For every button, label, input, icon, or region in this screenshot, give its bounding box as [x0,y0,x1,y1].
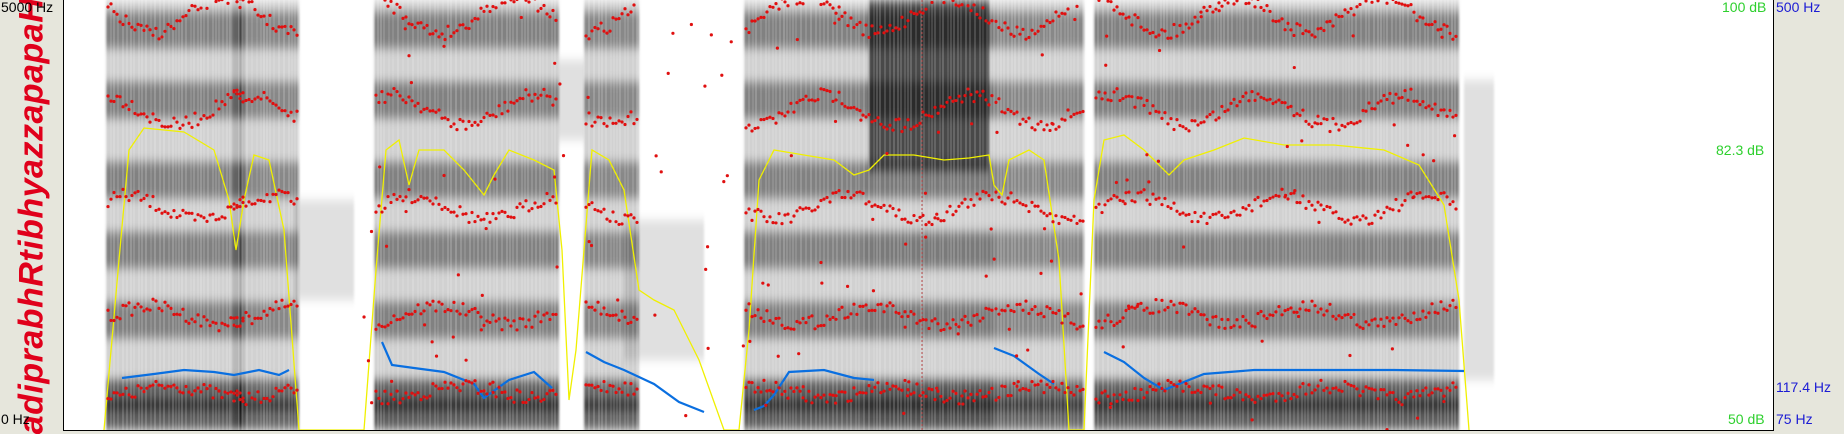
pitch-axis-top-label: 500 Hz [1776,0,1820,14]
freq-axis-top-label: 5000 Hz [1,0,53,14]
pitch-axis-bottom-label: 75 Hz [1776,412,1813,426]
spectrogram-plot[interactable] [63,0,1774,431]
plot-right-border [1773,0,1774,430]
transcription-panel: adiprabhRtibhyazzapapaH [0,0,62,432]
transcription-text: adiprabhRtibhyazzapapaH [13,0,52,434]
intensity-axis-bottom-label: 50 dB [1728,412,1765,426]
freq-axis-bottom-label: 0 Hz [1,412,30,426]
pitch-axis-mark-label: 117.4 Hz [1776,380,1831,394]
intensity-axis-top-label: 100 dB [1722,0,1766,14]
intensity-axis-middle-label: 82.3 dB [1716,143,1764,157]
spectrogram-svg [64,0,1774,430]
